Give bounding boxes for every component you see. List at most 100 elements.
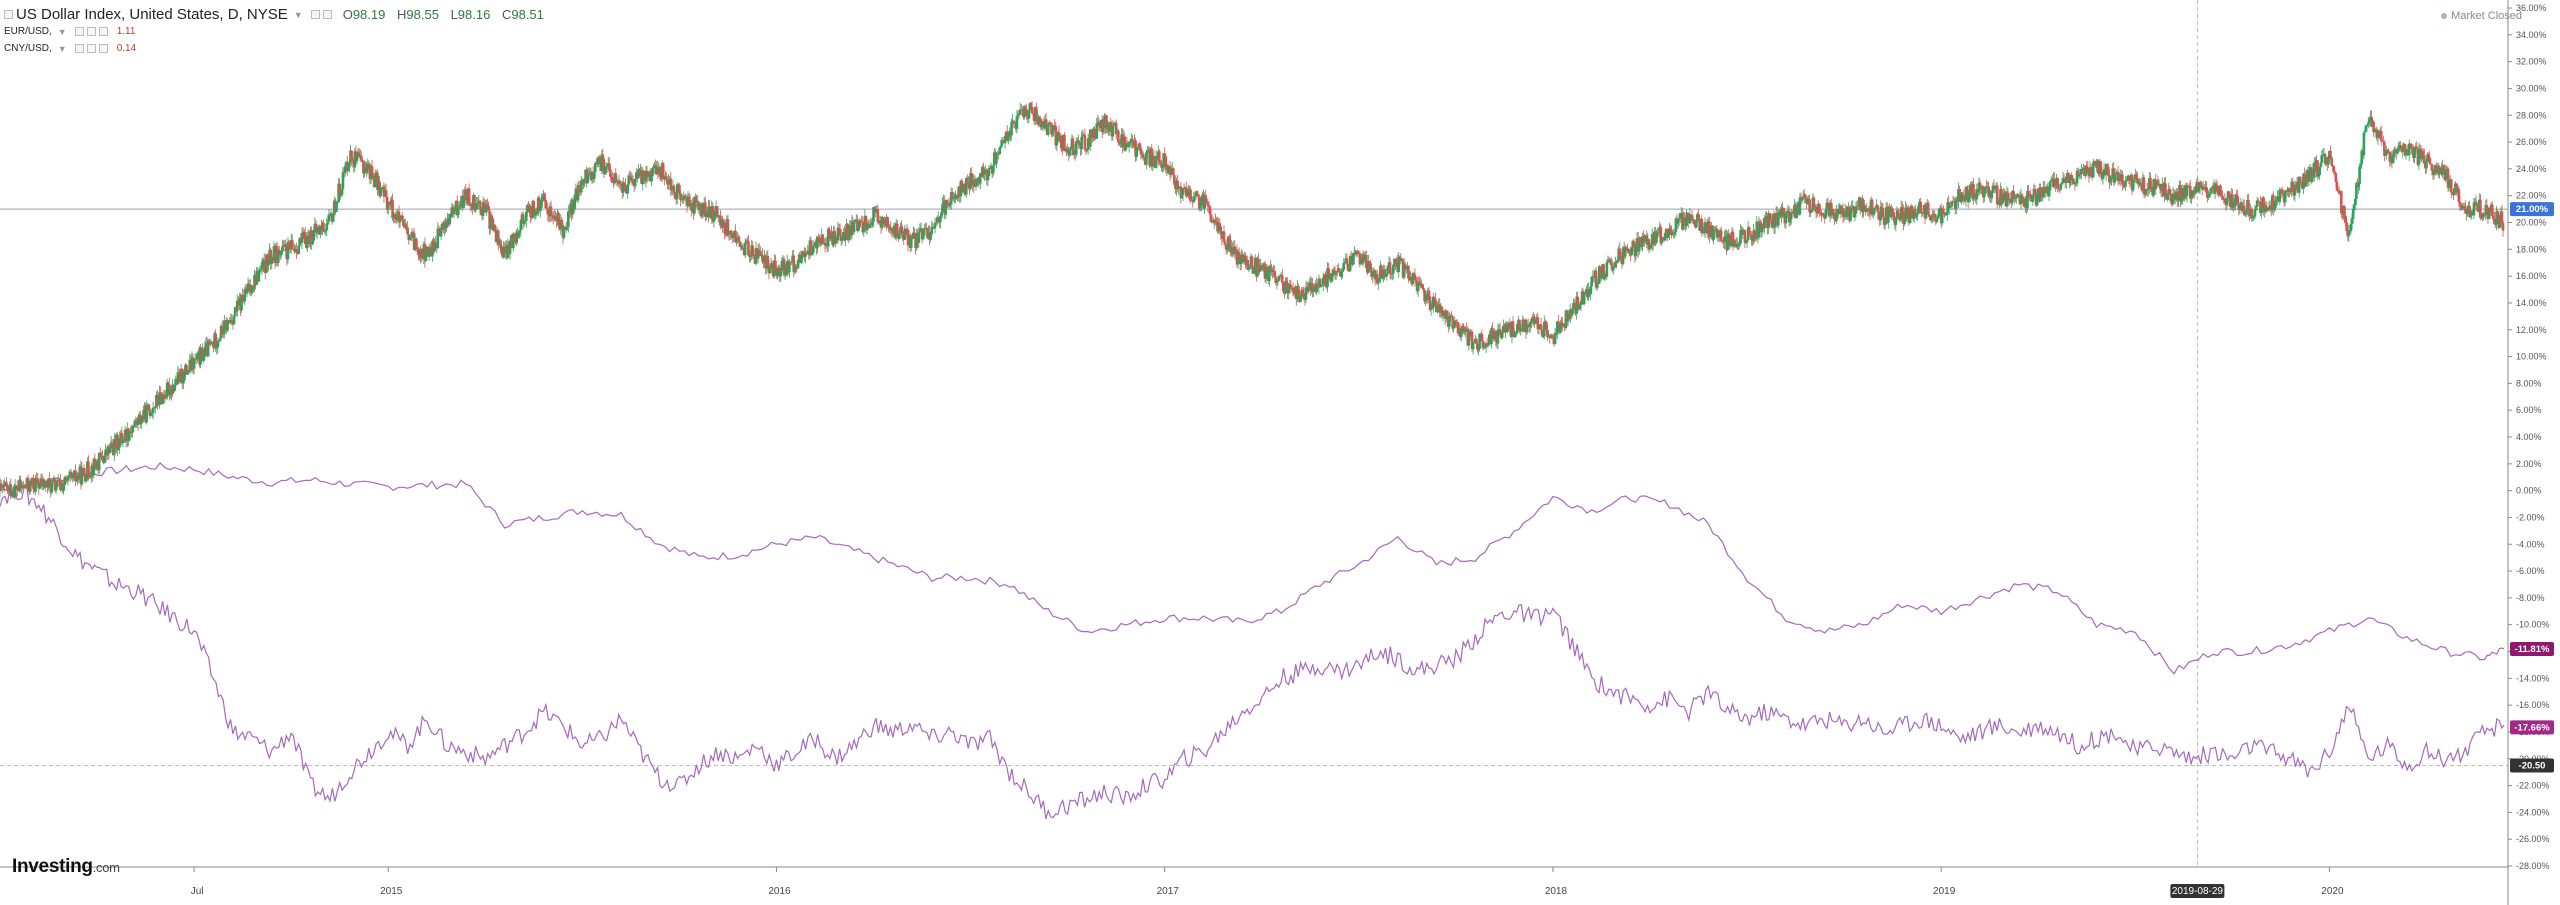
candle-body (1127, 142, 1131, 147)
candle-body (230, 320, 234, 324)
candle-body (1852, 206, 1856, 218)
eye-icon[interactable] (310, 10, 320, 19)
candle-body (202, 356, 206, 361)
candle-body (983, 171, 986, 175)
candle-body (428, 247, 432, 250)
candle-body (1883, 224, 1887, 226)
candle-body (713, 210, 717, 220)
eye-icon[interactable] (74, 44, 84, 53)
candle-body (1139, 148, 1143, 155)
candle-body (241, 294, 244, 301)
candle-body (1383, 269, 1387, 278)
candle-body (2059, 184, 2063, 190)
candle-body (1480, 333, 1484, 341)
candle-body (259, 269, 263, 271)
candle-body (868, 224, 872, 228)
candle-body (1537, 327, 1541, 330)
candle-body (1302, 292, 1306, 299)
candle-body (343, 166, 347, 174)
candle-body (788, 262, 791, 273)
candle-body (1476, 343, 1479, 350)
candle-body (1990, 192, 1994, 199)
candle-body (872, 207, 875, 222)
candle-body (2048, 181, 2052, 191)
candle-body (92, 458, 96, 476)
candle-body (1806, 200, 1809, 204)
candle-body (1018, 109, 1022, 115)
candle-body (1979, 187, 1983, 190)
candle-body (1198, 205, 1202, 210)
candle-body (2327, 158, 2330, 165)
candle-body (1967, 196, 1971, 203)
candle-body (1135, 149, 1138, 157)
candle-body (1632, 241, 1636, 247)
eur-symbol-label[interactable]: EUR/USD, (4, 26, 52, 37)
chevron-down-icon[interactable]: ▼ (57, 26, 67, 37)
candle-body (1025, 109, 1028, 116)
candle-body (524, 211, 528, 221)
candle-body (2149, 177, 2152, 187)
candle-body (1789, 212, 1793, 220)
candle-body (2077, 173, 2081, 177)
candle-body (118, 438, 122, 448)
candle-body (694, 196, 697, 202)
candle-body (821, 234, 825, 243)
candle-body (2281, 193, 2285, 195)
main-symbol-title[interactable]: US Dollar Index, United States, D, NYSE (16, 6, 288, 23)
candle-body (356, 151, 360, 153)
candle-body (161, 394, 165, 405)
candle-body (2289, 190, 2292, 192)
candle-body (1763, 218, 1766, 229)
candle-body (2089, 167, 2093, 177)
cny-symbol-label[interactable]: CNY/USD, (4, 43, 52, 54)
eye-icon[interactable] (74, 27, 84, 36)
candle-body (686, 196, 690, 206)
candle-body (1486, 344, 1490, 346)
candle-body (2304, 181, 2307, 187)
candle-body (1949, 205, 1953, 207)
candle-body (794, 266, 798, 268)
candle-body (176, 372, 180, 384)
candle-body (2033, 188, 2037, 195)
candle-body (1896, 210, 1900, 214)
candle-body (817, 237, 820, 239)
candle-body (810, 253, 814, 255)
candle-body (306, 235, 309, 248)
close-icon[interactable] (98, 44, 108, 53)
close-icon[interactable] (98, 27, 108, 36)
candle-body (1785, 211, 1789, 214)
collapse-toggle-icon[interactable] (4, 10, 13, 19)
candle-body (13, 485, 17, 498)
candle-body (1046, 124, 1050, 135)
settings-icon[interactable] (86, 27, 96, 36)
candle-body (1288, 284, 1292, 286)
candle-body (2457, 188, 2461, 202)
candle-body (921, 235, 925, 240)
settings-icon[interactable] (86, 44, 96, 53)
candle-body (1400, 258, 1404, 261)
x-axis[interactable]: Jul 2015 2016 2017 2018 2019 2020 (0, 866, 2508, 897)
candle-body (185, 364, 188, 375)
candle-body (1978, 182, 1982, 190)
candle-body (2291, 181, 2295, 193)
settings-icon[interactable] (322, 10, 332, 19)
candle-body (1173, 175, 1176, 185)
candle-body (459, 205, 462, 207)
candle-body (1071, 138, 1075, 155)
candle-body (549, 206, 553, 216)
candle-body (47, 478, 50, 488)
candle-body (1125, 142, 1129, 145)
candle-body (1052, 125, 1055, 132)
candle-body (120, 432, 124, 444)
chevron-down-icon[interactable]: ▼ (293, 9, 303, 20)
candle-body (1385, 273, 1389, 275)
candle-body (402, 220, 405, 226)
chevron-down-icon[interactable]: ▼ (57, 43, 67, 54)
candle-body (2131, 181, 2135, 191)
y-tick-label: 28.00% (2516, 110, 2547, 120)
candle-body (735, 240, 738, 243)
candle-body (1960, 193, 1963, 203)
candle-body (2263, 205, 2267, 212)
candle-body (269, 249, 272, 264)
